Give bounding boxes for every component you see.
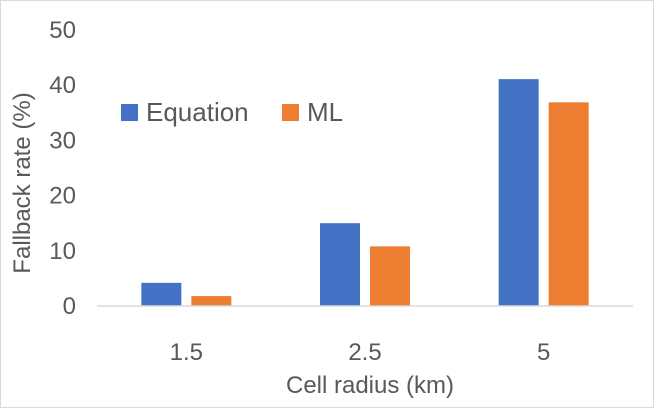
x-axis-title: Cell radius (km)	[286, 372, 454, 399]
x-axis-ticks: 1.5 2.5 5	[170, 339, 551, 366]
y-axis-ticks: 0 10 20 30 40 50	[49, 17, 76, 320]
bar-equation-5	[498, 79, 539, 307]
y-tick-label: 40	[49, 72, 76, 99]
legend-label-equation: Equation	[146, 97, 249, 127]
y-tick-label: 20	[49, 183, 76, 210]
x-tick-label: 1.5	[170, 339, 203, 366]
bar-ml-5	[548, 102, 589, 306]
bars	[141, 79, 589, 307]
y-tick-label: 30	[49, 127, 76, 154]
bar-equation-2_5	[320, 223, 360, 306]
bar-equation-1_5	[141, 282, 182, 306]
bar-ml-1_5	[191, 296, 232, 306]
legend-swatch-ml	[282, 104, 299, 121]
x-tick-label: 5	[537, 339, 550, 366]
y-axis-title: Fallback rate (%)	[9, 92, 36, 273]
x-tick-label: 2.5	[348, 339, 381, 366]
legend-swatch-equation	[121, 104, 138, 121]
y-tick-label: 10	[49, 238, 76, 265]
y-tick-label: 0	[63, 293, 76, 320]
bar-ml-2_5	[370, 246, 410, 306]
legend: Equation ML	[121, 97, 343, 127]
legend-label-ml: ML	[307, 97, 343, 127]
y-tick-label: 50	[49, 17, 76, 44]
